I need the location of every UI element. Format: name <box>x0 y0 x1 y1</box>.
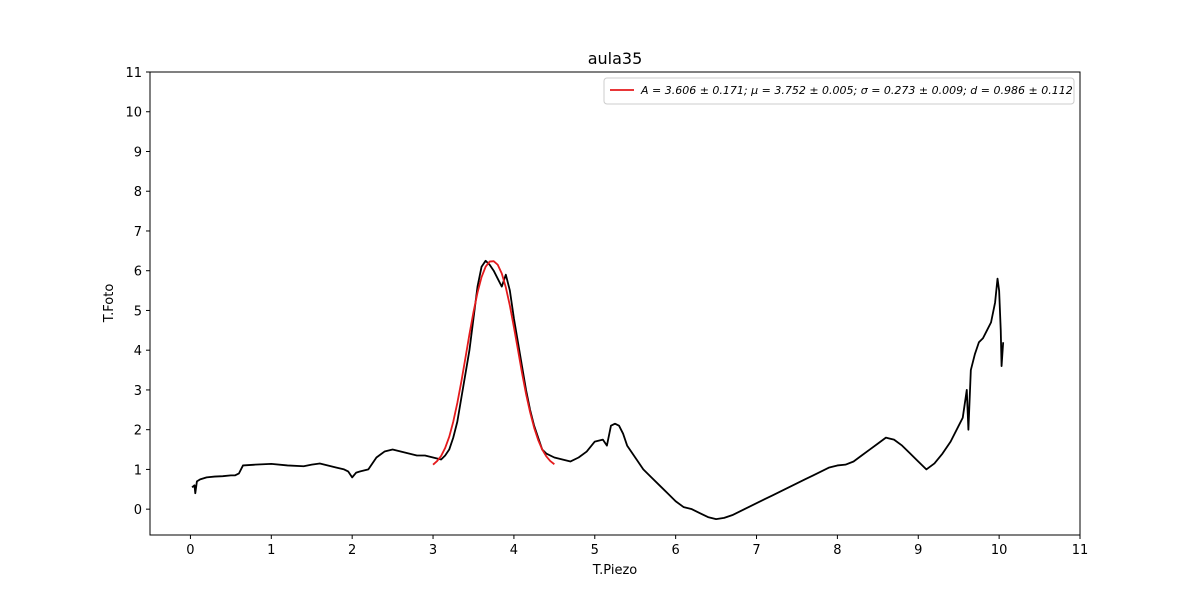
x-tick-label: 5 <box>591 543 599 558</box>
x-axis-ticks: 0 1 2 3 4 5 6 7 8 9 10 11 <box>186 535 1088 558</box>
x-tick-label: 11 <box>1072 543 1089 558</box>
x-axis-label: T.Piezo <box>592 563 638 578</box>
x-tick-label: 1 <box>267 543 275 558</box>
x-tick-label: 10 <box>991 543 1008 558</box>
x-tick-label: 9 <box>914 543 922 558</box>
y-tick-label: 6 <box>134 265 142 280</box>
x-tick-label: 0 <box>186 543 194 558</box>
y-tick-label: 11 <box>125 66 142 81</box>
y-axis-label: T.Foto <box>102 284 117 324</box>
x-tick-label: 6 <box>672 543 680 558</box>
series-line-gaussian-fit <box>432 260 555 466</box>
y-tick-label: 3 <box>134 384 142 399</box>
data-layer <box>191 259 1005 520</box>
plot-frame <box>149 71 1081 536</box>
series-line-measurement <box>191 259 1005 520</box>
y-tick-label: 2 <box>134 424 142 439</box>
y-tick-label: 1 <box>134 463 142 478</box>
legend-box <box>603 77 1075 105</box>
x-tick-label: 2 <box>348 543 356 558</box>
y-tick-label: 4 <box>134 344 142 359</box>
x-tick-label: 4 <box>510 543 518 558</box>
y-tick-label: 10 <box>125 106 142 121</box>
y-tick-label: 8 <box>134 185 142 200</box>
y-tick-label: 5 <box>134 304 142 319</box>
x-tick-label: 3 <box>429 543 437 558</box>
x-tick-label: 8 <box>833 543 841 558</box>
y-tick-label: 7 <box>134 225 142 240</box>
legend: A = 3.606 ± 0.171; μ = 3.752 ± 0.005; σ … <box>603 77 1075 105</box>
x-tick-label: 7 <box>752 543 760 558</box>
legend-entry-fit: A = 3.606 ± 0.171; μ = 3.752 ± 0.005; σ … <box>640 84 1073 97</box>
chart-title: aula35 <box>588 49 643 68</box>
y-tick-label: 0 <box>134 503 142 518</box>
y-axis-ticks: 0 1 2 3 4 5 6 7 8 9 10 11 <box>125 66 150 518</box>
y-tick-label: 9 <box>134 145 142 160</box>
